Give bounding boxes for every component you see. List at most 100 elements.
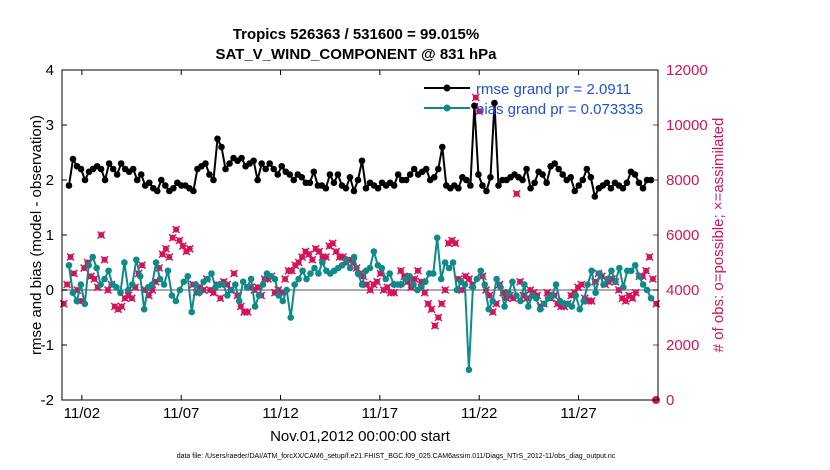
bias-point bbox=[620, 283, 627, 291]
rmse-point bbox=[238, 154, 245, 162]
obs-count-point bbox=[430, 321, 439, 330]
rmse-point bbox=[543, 179, 550, 187]
rmse-point bbox=[117, 160, 125, 167]
obs-count-point bbox=[100, 255, 109, 264]
obs-count-point bbox=[287, 266, 296, 275]
obs-count-point bbox=[243, 307, 252, 317]
obs-count-point bbox=[216, 294, 225, 303]
bias-point bbox=[481, 281, 489, 288]
obs-count-point bbox=[328, 239, 337, 248]
rmse-point bbox=[290, 176, 298, 184]
bias-point bbox=[319, 259, 326, 266]
bias-point bbox=[105, 267, 112, 275]
bias-point bbox=[113, 283, 120, 291]
bias-point bbox=[517, 297, 524, 305]
bias-point bbox=[77, 281, 85, 288]
bias-point bbox=[176, 286, 184, 294]
obs-count-point bbox=[59, 299, 68, 308]
bias-point bbox=[643, 286, 651, 294]
obs-count-point bbox=[66, 252, 75, 262]
rmse-point bbox=[326, 171, 334, 178]
obs-count-point bbox=[281, 274, 290, 284]
rmse-point bbox=[491, 99, 498, 107]
bias-point bbox=[247, 275, 255, 283]
bias-point bbox=[315, 270, 322, 277]
bias-point bbox=[406, 272, 413, 280]
obs-count-point bbox=[451, 239, 460, 248]
obs-count-point bbox=[464, 274, 474, 284]
rmse-point bbox=[306, 179, 314, 187]
bias-point bbox=[572, 292, 580, 299]
rmse-point bbox=[410, 165, 418, 173]
bias-point bbox=[350, 253, 358, 261]
bias-point bbox=[576, 305, 584, 313]
obs-count-point bbox=[434, 313, 443, 322]
obs-count-point bbox=[332, 247, 341, 256]
obs-count-point bbox=[185, 244, 194, 253]
obs-count-point bbox=[138, 261, 147, 270]
rmse-point bbox=[350, 187, 358, 195]
bias-point bbox=[449, 259, 457, 266]
bias-point bbox=[97, 281, 104, 288]
obs-count-point bbox=[424, 299, 433, 308]
y-left-tick-label: 2 bbox=[46, 172, 54, 189]
bias-point bbox=[136, 272, 144, 280]
rmse-point bbox=[631, 171, 639, 178]
bias-point bbox=[148, 281, 156, 288]
rmse-point bbox=[362, 184, 370, 192]
bias-point bbox=[501, 303, 508, 310]
rmse-point bbox=[647, 176, 655, 184]
bias-point bbox=[168, 292, 176, 299]
y-left-tick-label: 0 bbox=[46, 282, 54, 299]
bias-point bbox=[275, 292, 283, 299]
rmse-point bbox=[270, 165, 277, 173]
obs-count-point bbox=[621, 296, 630, 306]
bias-point bbox=[311, 264, 318, 272]
obs-count-point bbox=[475, 107, 484, 116]
obs-count-point bbox=[178, 241, 187, 251]
bias-point bbox=[422, 278, 429, 286]
obs-count-point bbox=[308, 255, 317, 264]
bias-point bbox=[524, 303, 532, 310]
bias-point bbox=[552, 281, 560, 288]
obs-count-point bbox=[652, 299, 661, 308]
bias-point bbox=[354, 270, 362, 277]
bias-point bbox=[180, 278, 188, 286]
obs-count-point bbox=[390, 288, 399, 297]
bias-point bbox=[259, 281, 267, 288]
bias-point bbox=[493, 275, 500, 283]
bias-point bbox=[489, 297, 496, 305]
x-tick-label: 11/02 bbox=[64, 405, 100, 422]
bias-point bbox=[635, 272, 643, 280]
rmse-point bbox=[206, 171, 213, 178]
bias-point bbox=[307, 270, 314, 277]
rmse-point bbox=[358, 157, 366, 165]
rmse-point bbox=[455, 184, 462, 192]
rmse-point bbox=[210, 176, 217, 184]
rmse-point bbox=[226, 160, 233, 167]
legend-bias-marker bbox=[443, 104, 451, 112]
rmse-point bbox=[623, 179, 631, 187]
bias-point bbox=[235, 297, 243, 305]
bias-point bbox=[477, 267, 485, 275]
bias-point bbox=[338, 261, 346, 269]
footer-data-file: data file: /Users/raeder/DAI/ATM_forcXX/… bbox=[177, 453, 616, 460]
rmse-point bbox=[129, 165, 137, 173]
obs-count-point bbox=[97, 230, 106, 240]
rmse-point bbox=[334, 171, 342, 178]
bias-point bbox=[208, 270, 215, 277]
rmse-point bbox=[575, 182, 583, 189]
bias-point bbox=[85, 261, 93, 269]
rmse-point bbox=[471, 102, 478, 110]
x-tick-label: 11/22 bbox=[461, 405, 497, 422]
y-right-tick-label: 2000 bbox=[666, 337, 699, 354]
rmse-point bbox=[374, 184, 382, 192]
rmse-point bbox=[591, 193, 599, 200]
bias-point bbox=[358, 281, 366, 288]
rmse-point bbox=[170, 184, 177, 192]
rmse-point bbox=[145, 179, 153, 187]
bias-point bbox=[192, 281, 199, 288]
rmse-point bbox=[101, 176, 109, 184]
bias-point bbox=[631, 261, 639, 269]
rmse-point bbox=[81, 176, 89, 184]
